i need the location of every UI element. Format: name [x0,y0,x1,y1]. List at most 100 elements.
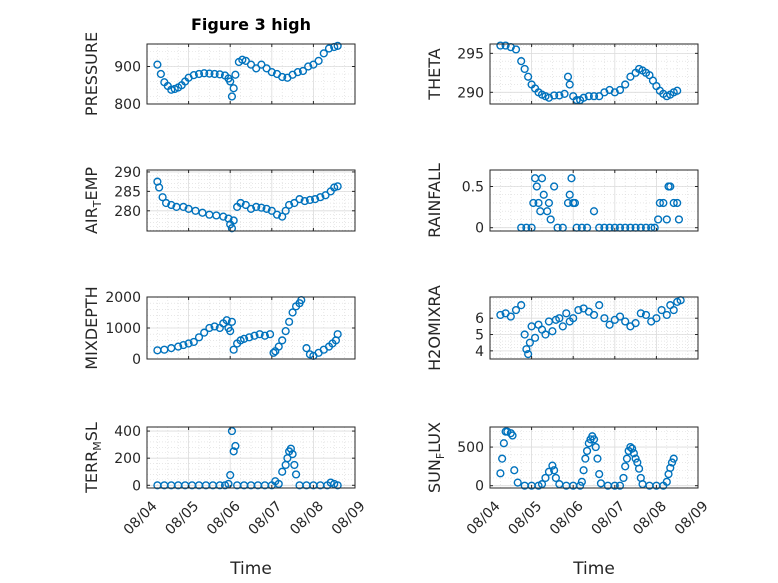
data-point [229,84,238,93]
data-point [631,454,640,463]
y-tick-label: 290 [457,85,484,101]
data-point [548,327,557,336]
data-point [278,212,287,221]
data-point [513,478,522,487]
data-point [498,454,507,463]
data-point [229,216,238,225]
data-point [524,72,533,81]
data-point [621,80,630,89]
data-series [153,426,342,490]
data-point [529,198,538,208]
data-point [610,481,619,490]
data-point [304,62,313,71]
data-point [189,337,198,347]
data-point [524,350,533,359]
data-point [224,479,233,489]
data-point [570,198,580,208]
y-tick-label: 295 [457,46,484,62]
data-point [239,334,249,343]
data-point [288,450,297,459]
data-point [496,41,505,50]
data-point [631,319,640,328]
data-point [520,64,529,74]
data-point [305,195,315,205]
data-point [286,444,295,453]
data-point [622,454,632,463]
data-point [290,460,299,470]
y-tick-label: 900 [114,60,141,76]
data-point [269,348,278,357]
data-point [662,215,671,224]
y-axis-label: PRESSURE [82,32,101,116]
data-point [621,317,630,326]
data-point [241,56,250,65]
data-point [257,203,266,212]
data-point [605,320,614,329]
data-point [316,193,325,202]
y-tick-label: 0 [132,352,141,368]
data-point [291,470,301,479]
axes-box [489,426,699,489]
data-point [174,342,183,351]
data-point [577,477,586,486]
data-point [574,305,583,315]
data-point [541,330,550,339]
data-point [265,330,275,339]
data-point [579,466,588,475]
data-series [496,41,682,105]
data-point [194,333,204,342]
data-point [222,316,231,325]
data-point [321,191,330,200]
y-tick-label: 0.5 [462,179,484,195]
y-tick-label: 500 [457,440,484,456]
data-point [246,204,256,213]
data-point [628,444,637,453]
data-series [496,296,685,359]
data-point [496,310,505,320]
data-point [511,305,521,315]
data-point [226,77,235,86]
data-point [517,301,526,310]
data-point [544,198,554,208]
data-point [593,454,602,463]
data-point [569,314,578,323]
data-point [236,198,245,208]
data-point [295,195,304,204]
data-point [238,55,247,64]
data-point [300,196,309,206]
y-tick-label: 1000 [105,321,141,337]
data-point [255,330,264,339]
data-point [589,310,599,320]
data-point [153,60,162,69]
data-point [558,322,567,331]
data-point [257,60,266,69]
data-point [267,68,276,77]
data-point [673,198,682,208]
data-point [227,92,237,101]
y-tick-label: 0 [475,221,484,237]
data-point [274,479,283,489]
data-point [589,92,599,101]
data-point [579,93,588,102]
data-point [584,92,593,101]
data-series [153,296,342,361]
data-series [517,174,684,232]
data-point [210,69,219,79]
data-point [662,477,671,486]
data-point [262,64,271,73]
data-point [319,49,328,58]
data-point [333,481,342,490]
data-point [641,310,651,320]
data-point [226,471,235,480]
data-point [555,91,564,100]
y-axis-label: THETA [425,48,444,100]
subplot-rainfall: 0 0.5 RAINFALL [425,163,699,238]
data-point [673,86,682,95]
data-point [567,174,576,183]
data-point [231,441,240,451]
data-point [167,85,176,94]
axes-box [146,43,356,105]
data-point [655,198,664,208]
data-series [496,427,678,490]
data-point [200,328,209,337]
